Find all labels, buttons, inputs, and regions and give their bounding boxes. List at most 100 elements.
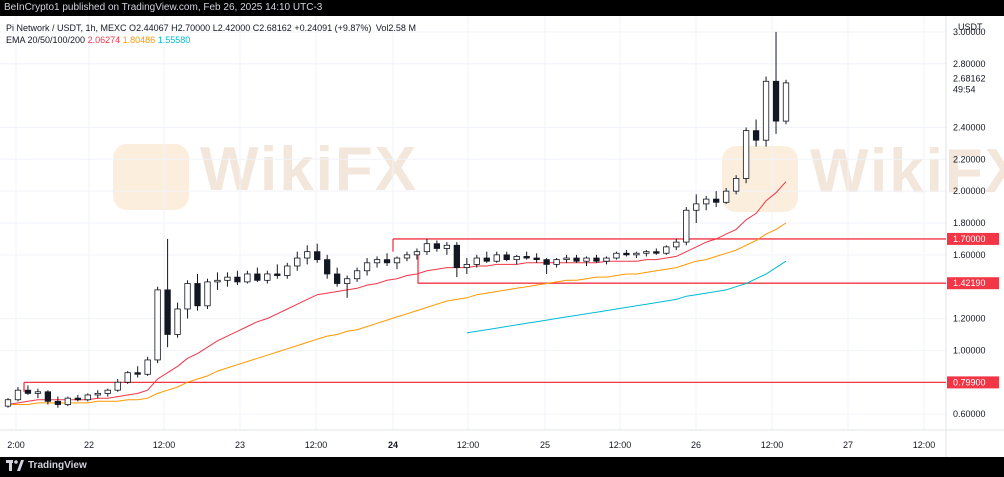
x-tick-label: 12:00: [913, 440, 936, 450]
candle-body: [573, 257, 580, 262]
candle-body: [543, 259, 550, 265]
high-key: H: [171, 23, 178, 33]
tradingview-brand: TradingView: [28, 460, 87, 471]
candle-body: [54, 400, 62, 405]
ema50-value: 1.80486: [122, 35, 156, 45]
countdown-label: 49:54: [953, 85, 976, 95]
price-chart[interactable]: 3.00000 2.80000 2.40000 2.20000 2.00000 1.800…: [0, 16, 1004, 457]
candle-body: [164, 289, 171, 335]
chart-frame[interactable]: WikiFX WikiFX 3.00000 2.80000 2.40000 2.200…: [0, 16, 1004, 457]
candle-body: [14, 389, 22, 401]
candle-body: [683, 209, 690, 243]
open-key: O: [129, 23, 137, 33]
candle-body: [184, 283, 191, 310]
candle-body: [653, 251, 660, 254]
candle-body: [194, 283, 201, 307]
x-tick-label: 12:00: [153, 440, 176, 450]
candle-body: [493, 254, 500, 262]
x-tick-label: 26: [691, 440, 701, 450]
candle-body: [732, 178, 740, 192]
ema-line-1: [8, 222, 787, 405]
candle-body: [593, 257, 600, 262]
low-value: 2.42000: [217, 23, 251, 33]
x-tick-label: 12:00: [609, 440, 632, 450]
volume-label: Vol: [375, 23, 389, 33]
candle-body: [742, 130, 750, 179]
candle-body: [34, 391, 42, 394]
candle-body: [463, 263, 470, 268]
tradingview-icon: [6, 460, 24, 471]
candle-body: [453, 244, 460, 268]
symbol-row: Pi Network / USDT, 1h, MEXC O2.44067 H2.…: [6, 22, 416, 34]
candle-body: [44, 391, 52, 402]
candle-body: [533, 257, 540, 261]
candle-body: [583, 257, 590, 262]
close-key: C: [252, 23, 260, 33]
candle-body: [244, 273, 251, 283]
symbol-label[interactable]: Pi Network / USDT, 1h, MEXC: [6, 23, 127, 33]
x-tick-label: 12:00: [761, 440, 784, 450]
candle-body: [284, 265, 291, 276]
level-tag: [947, 376, 999, 389]
candle-body: [563, 257, 570, 261]
candle-body: [473, 257, 480, 265]
x-tick-label: 22: [84, 440, 94, 450]
candle-body: [433, 243, 441, 249]
tradingview-logo[interactable]: TradingView: [6, 460, 87, 471]
x-tick-label: 27: [843, 440, 853, 450]
candle-body: [633, 252, 640, 256]
candle-body: [24, 389, 32, 394]
candle-body: [483, 257, 490, 262]
candle-body: [603, 257, 610, 262]
close-value: 2.68162: [259, 23, 292, 33]
candle-body: [353, 270, 361, 280]
candle-body: [752, 130, 760, 141]
y-tick-label: 1.60000: [953, 250, 986, 260]
x-tick-label: 25: [540, 440, 550, 450]
candle-body: [294, 257, 301, 267]
candle-body: [693, 203, 700, 211]
candle-body: [274, 273, 281, 276]
candle-body: [423, 243, 431, 253]
ema100-value: 1.55580: [157, 35, 191, 45]
y-tick-label: 1.20000: [953, 314, 986, 324]
ema-line-2: [466, 260, 787, 334]
candle-body: [304, 251, 311, 259]
candle-body: [94, 392, 101, 396]
candle-body: [403, 254, 411, 259]
candle-body: [314, 251, 321, 261]
candle-body: [214, 279, 221, 283]
candle-body: [363, 262, 371, 272]
candle-body: [104, 389, 111, 394]
candle-body: [84, 394, 91, 401]
published-info: BeInCrypto1 published on TradingView.com…: [4, 2, 323, 13]
candle-body: [553, 259, 560, 265]
candle-body: [373, 259, 381, 264]
volume-value: 2.58 M: [388, 23, 416, 33]
chart-legend: Pi Network / USDT, 1h, MEXC O2.44067 H2.…: [6, 22, 416, 46]
candle-body: [443, 244, 451, 249]
published-bar: BeInCrypto1 published on TradingView.com…: [0, 0, 1004, 16]
wikifx-logo-icon: [113, 144, 189, 210]
y-tick-label: 0.60000: [953, 409, 986, 419]
y-tick-label: 2.20000: [953, 154, 986, 164]
level-tag: [947, 277, 999, 290]
y-tick-label: 1.00000: [953, 345, 986, 355]
watermark-text-2: WikiFX: [810, 137, 1004, 206]
candle-body: [703, 198, 710, 205]
ema-label[interactable]: EMA 20/50/100/200: [6, 35, 86, 45]
low-key: L: [212, 23, 218, 33]
candle-body: [713, 198, 720, 203]
candle-body: [503, 254, 510, 261]
candle-body: [264, 273, 271, 281]
y-tick-label: 1.80000: [953, 218, 986, 228]
level-tag: [947, 232, 999, 245]
x-tick-label: 2:00: [7, 440, 25, 450]
candle-body: [762, 80, 770, 141]
change-value: +0.24091 (+9.87%): [294, 23, 372, 33]
candle-body: [224, 276, 231, 281]
candle-body: [134, 372, 141, 375]
y-tick-label: 3.00000: [953, 27, 986, 37]
watermark-text: WikiFX: [200, 135, 419, 204]
candle-body: [673, 241, 680, 248]
